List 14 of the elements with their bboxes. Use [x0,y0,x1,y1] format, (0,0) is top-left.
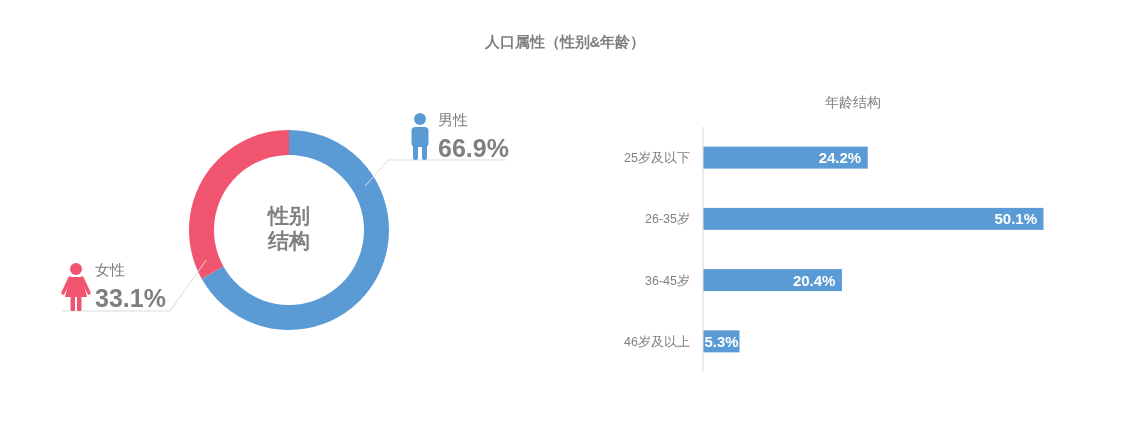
y-tick-label: 25岁及以下 [624,151,690,166]
title: 年龄结构 [825,94,881,110]
y-tick-label: 46岁及以上 [624,334,690,349]
y-tick-label: 36-45岁 [645,273,690,288]
data-label: 66.9% [438,134,509,162]
legend-label: 女性 [95,261,125,278]
data-label: 20.4% [792,271,836,289]
title: 性别结构 [268,204,310,252]
legend-label: 男性 [438,111,468,128]
y-tick-label: 26-35岁 [645,212,690,227]
data-label: 33.1% [95,284,166,312]
data-label: 24.2% [818,149,862,167]
title: 人口属性（性别&年龄） [484,33,646,50]
data-label: 50.1% [994,210,1037,228]
